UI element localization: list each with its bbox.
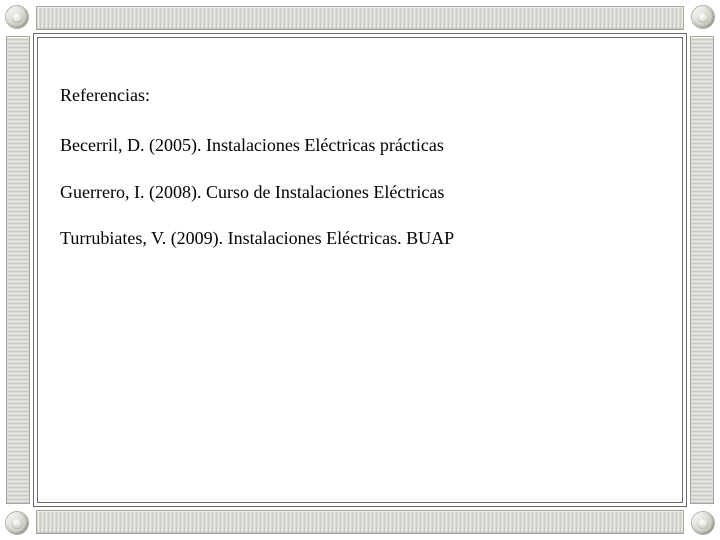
frame-corner-top-left xyxy=(6,6,28,28)
frame-corner-bottom-left xyxy=(6,512,28,534)
reference-item: Becerril, D. (2005). Instalaciones Eléct… xyxy=(60,134,660,157)
frame-bar-bottom xyxy=(36,510,684,534)
reference-item: Turrubiates, V. (2009). Instalaciones El… xyxy=(60,227,660,250)
frame-bar-right xyxy=(690,36,714,504)
slide-content: Referencias: Becerril, D. (2005). Instal… xyxy=(50,50,670,490)
frame-bar-top xyxy=(36,6,684,30)
frame-bar-left xyxy=(6,36,30,504)
slide-frame: Referencias: Becerril, D. (2005). Instal… xyxy=(0,0,720,540)
references-heading: Referencias: xyxy=(60,85,660,106)
reference-item: Guerrero, I. (2008). Curso de Instalacio… xyxy=(60,181,660,204)
frame-corner-top-right xyxy=(692,6,714,28)
frame-corner-bottom-right xyxy=(692,512,714,534)
